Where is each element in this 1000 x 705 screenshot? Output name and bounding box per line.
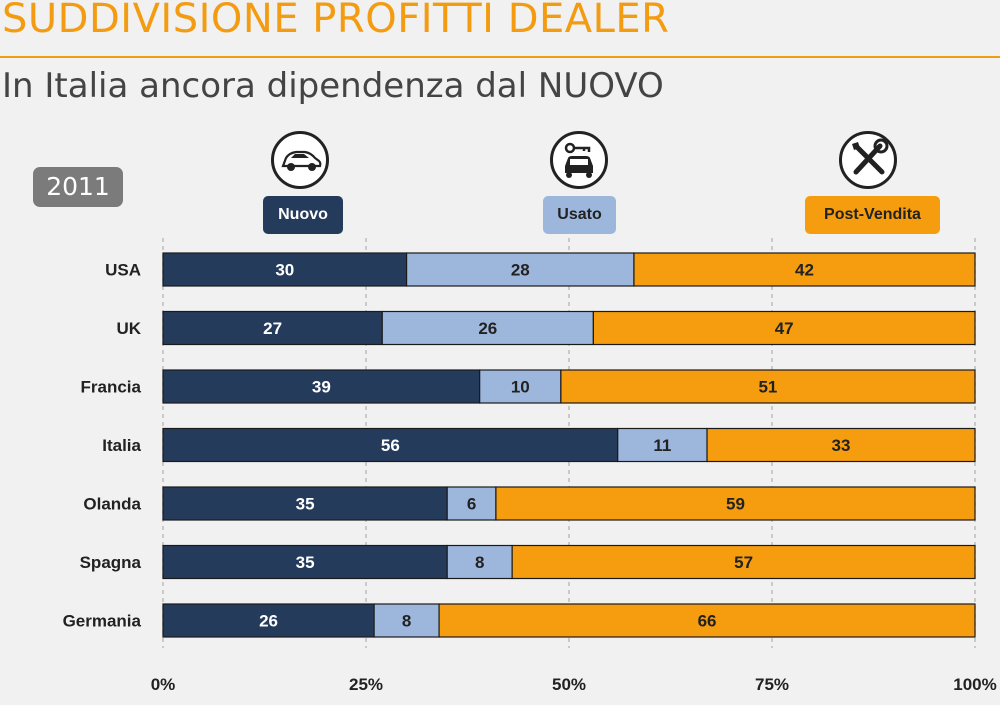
bar-segment-usato <box>381 310 594 346</box>
page-subtitle: In Italia ancora dipendenza dal NUOVO <box>2 66 664 106</box>
data-label: 11 <box>653 436 671 455</box>
bar-segment-nuovo <box>162 369 481 404</box>
bar-segment-usato <box>406 252 635 287</box>
data-label: 35 <box>296 495 315 514</box>
bar-segment-usato <box>617 427 708 463</box>
x-tick-label: 75% <box>755 675 789 694</box>
category-label: Italia <box>102 436 141 455</box>
car-key-icon <box>550 131 608 189</box>
bar-segment-post-vendita <box>511 544 976 580</box>
bar-segment-nuovo <box>162 544 448 580</box>
data-label: 27 <box>263 319 282 338</box>
category-label: Francia <box>81 378 142 397</box>
data-label: 47 <box>775 319 794 338</box>
category-label: UK <box>116 319 141 338</box>
data-label: 28 <box>511 261 530 280</box>
bar-segment-post-vendita <box>560 369 976 404</box>
category-label: Olanda <box>83 495 141 514</box>
data-label: 59 <box>726 495 745 514</box>
data-label: 51 <box>758 378 777 397</box>
category-label: Germania <box>63 612 142 631</box>
data-label: 66 <box>698 612 717 631</box>
data-label: 39 <box>312 378 331 397</box>
category-label: USA <box>105 261 141 280</box>
bar-segment-nuovo <box>162 427 619 463</box>
data-label: 30 <box>275 261 294 280</box>
x-tick-label: 100% <box>953 675 996 694</box>
bar-segment-post-vendita <box>495 486 976 521</box>
bar-segment-post-vendita <box>706 427 976 463</box>
data-label: 26 <box>259 612 278 631</box>
x-tick-label: 50% <box>552 675 586 694</box>
year-badge: 2011 <box>33 167 123 207</box>
data-label: 56 <box>381 436 400 455</box>
data-label: 8 <box>475 553 484 572</box>
car-icon <box>271 131 329 189</box>
x-tick-label: 25% <box>349 675 383 694</box>
legend-label-post-vendita: Post-Vendita <box>805 196 940 234</box>
x-tick-label: 0% <box>151 675 176 694</box>
bar-segment-usato <box>479 369 562 404</box>
data-label: 6 <box>467 495 476 514</box>
data-label: 35 <box>296 553 315 572</box>
bar-segment-nuovo <box>162 603 375 638</box>
data-label: 10 <box>511 378 530 397</box>
legend-label-usato: Usato <box>543 196 616 234</box>
data-label: 26 <box>478 319 497 338</box>
data-label: 57 <box>734 553 753 572</box>
bar-segment-post-vendita <box>633 252 976 287</box>
category-label: Spagna <box>80 553 142 572</box>
page-title: SUDDIVISIONE PROFITTI DEALER <box>2 0 670 42</box>
title-divider <box>0 56 1000 58</box>
data-label: 33 <box>832 436 851 455</box>
legend-label-nuovo: Nuovo <box>263 196 343 234</box>
bar-segment-post-vendita <box>438 603 976 638</box>
bar-segment-nuovo <box>162 310 383 346</box>
bar-segment-usato <box>446 544 513 580</box>
bar-segment-nuovo <box>162 486 448 521</box>
bar-segment-post-vendita <box>592 310 976 346</box>
data-label: 8 <box>402 612 411 631</box>
data-label: 42 <box>795 261 814 280</box>
tools-icon <box>839 131 897 189</box>
